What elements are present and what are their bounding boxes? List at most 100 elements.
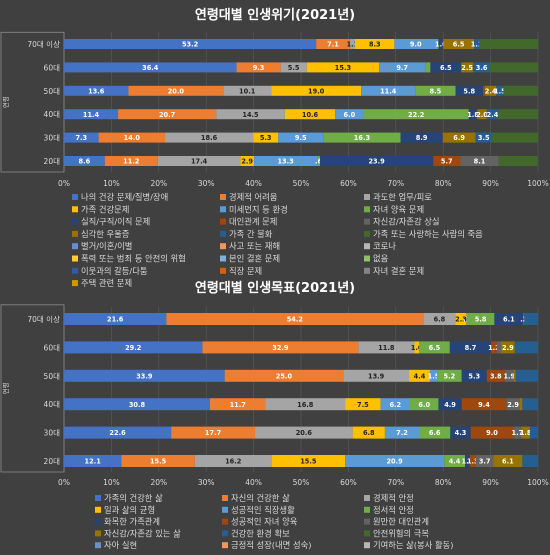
data-label: 9.0 (486, 429, 498, 437)
data-label: 16.2 (225, 458, 242, 466)
data-label: 6.0 (344, 111, 356, 119)
legend-swatch (220, 268, 226, 274)
data-label: 20.9 (386, 458, 403, 466)
data-label: 5.2 (444, 372, 456, 380)
x-tick-label: 50% (293, 478, 310, 487)
x-tick-label: 0% (58, 478, 70, 487)
data-label: 6.5 (429, 344, 441, 352)
data-label: 6.9 (453, 134, 465, 142)
bar-segment (497, 341, 501, 353)
legend-swatch (220, 243, 226, 249)
x-tick-label: 80% (435, 179, 452, 188)
bar-segment (479, 39, 538, 49)
x-tick-label: 10% (103, 478, 120, 487)
data-label: 11.2 (123, 158, 140, 166)
category-label: 50대 (44, 372, 61, 381)
data-label: 6.8 (363, 429, 375, 437)
x-tick-label: 90% (482, 478, 499, 487)
category-label: 20대 (44, 157, 61, 166)
legend-swatch (364, 519, 370, 525)
data-label: 6.5 (440, 64, 452, 72)
data-label: 7.2 (396, 429, 408, 437)
y-axis-label: 연령 (2, 382, 10, 394)
data-label: 11.7 (230, 401, 247, 409)
x-tick-label: 30% (198, 179, 215, 188)
legend-entry: 직장 문제 (229, 266, 262, 276)
x-tick-label: 60% (340, 478, 357, 487)
data-label: 20.7 (159, 111, 176, 119)
legend-entry: 화목한 가족관계 (104, 517, 160, 527)
legend-swatch (95, 542, 101, 548)
data-label: 30.8 (129, 401, 146, 409)
category-label: 40대 (44, 110, 61, 119)
bar-segment (516, 370, 538, 382)
legend-swatch (72, 268, 78, 274)
data-label: 7.5 (357, 401, 369, 409)
data-label: 1.9 (503, 372, 515, 380)
x-tick-label: 30% (198, 478, 215, 487)
data-label: 2.9 (502, 344, 514, 352)
data-label: 10.6 (302, 111, 319, 119)
x-tick-label: 0% (58, 179, 70, 188)
legend-swatch (364, 206, 370, 212)
data-label: 36.4 (142, 64, 159, 72)
data-label: 4.3 (455, 429, 467, 437)
data-label: 15.5 (150, 458, 167, 466)
legend-swatch (364, 243, 370, 249)
data-label: 11.8 (378, 344, 395, 352)
legend-swatch (95, 519, 101, 525)
bar-segment (522, 398, 538, 410)
data-label: 4.4 (414, 372, 426, 380)
legend-entry: 본인 결혼 문제 (229, 254, 280, 264)
legend-entry: 원만한 대인관계 (373, 517, 429, 527)
category-label: 70대 이상 (27, 314, 60, 324)
legend-swatch (220, 206, 226, 212)
x-tick-label: 40% (245, 179, 262, 188)
data-label: 5.8 (475, 316, 487, 324)
data-label: 2.9 (507, 401, 519, 409)
legend-swatch (220, 256, 226, 262)
legend-entry: 가족 건강문제 (81, 204, 129, 214)
data-label: 5.7 (441, 158, 453, 166)
data-label: 25.0 (276, 372, 293, 380)
data-label: 4.9 (444, 401, 456, 409)
data-label: 8.7 (465, 344, 477, 352)
legend-entry: 안전위험의 극복 (373, 528, 429, 538)
legend-entry: 자신감/자존감 있는 삶 (104, 528, 181, 538)
data-label: 16.3 (354, 134, 371, 142)
legend-entry: 이웃과의 갈등/다툼 (81, 266, 148, 276)
data-label: 53.2 (182, 41, 199, 49)
legend-swatch (364, 507, 370, 513)
legend-entry: 미세먼지 등 환경 (229, 204, 288, 214)
legend-entry: 가족 또는 사랑하는 사람의 죽음 (373, 229, 483, 239)
data-label: 8.6 (79, 158, 91, 166)
legend-entry: 심각한 우울증 (81, 229, 130, 239)
data-label: 6.5 (453, 41, 465, 49)
chart-panel-1: 연령대별 인생위기(2021년)0%10%20%30%40%50%60%70%8… (1, 7, 549, 288)
legend-entry: 자신감/자존감 상실 (373, 217, 440, 227)
category-axis-frame (1, 305, 64, 472)
data-label: 3.5 (478, 134, 490, 142)
x-tick-label: 10% (103, 179, 120, 188)
data-label: 33.9 (136, 372, 153, 380)
data-label: 32.9 (272, 344, 289, 352)
legend-swatch (72, 219, 78, 225)
data-label: 21.6 (107, 316, 124, 324)
legend-swatch (72, 206, 78, 212)
data-label: 2.4 (487, 111, 499, 119)
chart-panel-2: 연령대별 인생목표(2021년)0%10%20%30%40%50%60%70%8… (1, 280, 549, 551)
category-axis-frame (1, 32, 64, 172)
legend-swatch (364, 194, 370, 200)
data-label: 11.4 (380, 87, 397, 95)
legend-entry: 긍정적 성장(내면 성숙) (231, 540, 311, 550)
legend-entry: 가족의 건강한 삶 (104, 493, 163, 503)
data-label: 9.5 (295, 134, 307, 142)
x-tick-label: 50% (293, 179, 310, 188)
data-label: 7.1 (327, 41, 339, 49)
legend-swatch (222, 542, 228, 548)
category-label: 40대 (44, 400, 61, 409)
legend-swatch (222, 530, 228, 536)
bar-segment (490, 62, 538, 72)
